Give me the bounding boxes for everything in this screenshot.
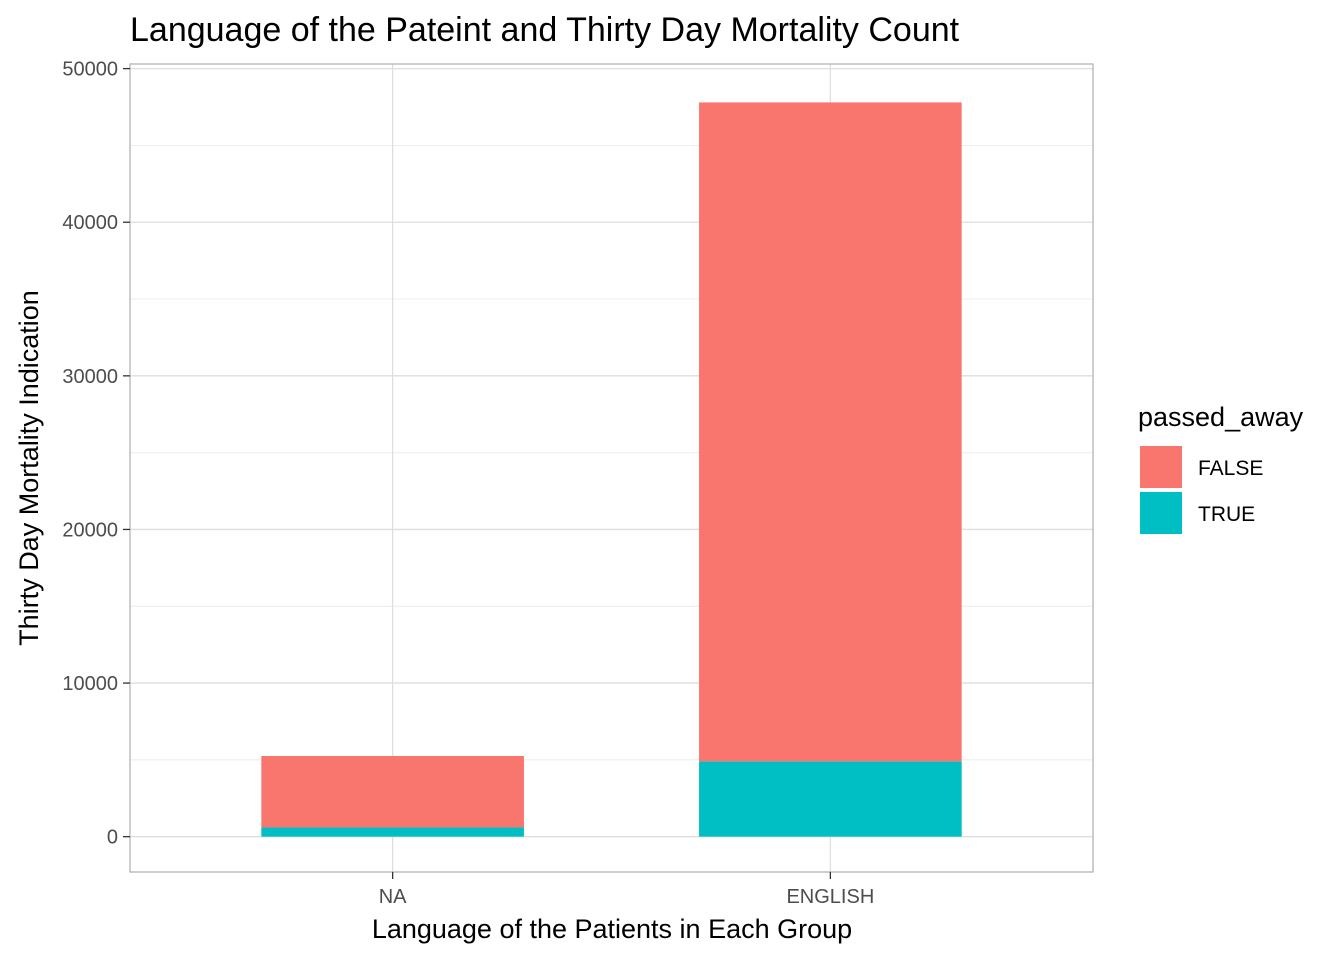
x-tick-label: ENGLISH	[786, 886, 874, 908]
bars	[261, 102, 962, 837]
y-tick-label: 40000	[62, 212, 118, 234]
bar-na-true	[261, 827, 524, 837]
legend-label-true: TRUE	[1198, 503, 1255, 526]
bar-english-false	[699, 102, 962, 762]
legend-items: FALSE TRUE	[1140, 446, 1263, 534]
y-tick-label: 10000	[62, 673, 118, 695]
y-tick-label: 0	[107, 827, 118, 849]
y-axis-title: Thirty Day Mortality Indication	[14, 290, 44, 646]
y-axis: 0 10000 20000 30000 40000 50000	[62, 59, 130, 849]
legend-title: passed_away	[1138, 402, 1304, 432]
y-tick-label: 30000	[62, 366, 118, 388]
bar-na-false	[261, 756, 524, 828]
legend-key-true	[1140, 492, 1182, 534]
legend-label-false: FALSE	[1198, 457, 1263, 480]
bar-english-true	[699, 761, 962, 837]
x-axis-title: Language of the Patients in Each Group	[372, 914, 852, 944]
y-tick-label: 50000	[62, 59, 118, 81]
x-axis: NA ENGLISH	[379, 872, 874, 908]
x-tick-label: NA	[379, 886, 407, 908]
legend: passed_away FALSE TRUE	[1138, 402, 1304, 534]
legend-key-false	[1140, 446, 1182, 488]
y-tick-label: 20000	[62, 519, 118, 541]
plot-panel	[129, 63, 1094, 873]
panel-border	[129, 63, 1094, 873]
chart-title: Language of the Pateint and Thirty Day M…	[130, 11, 960, 49]
